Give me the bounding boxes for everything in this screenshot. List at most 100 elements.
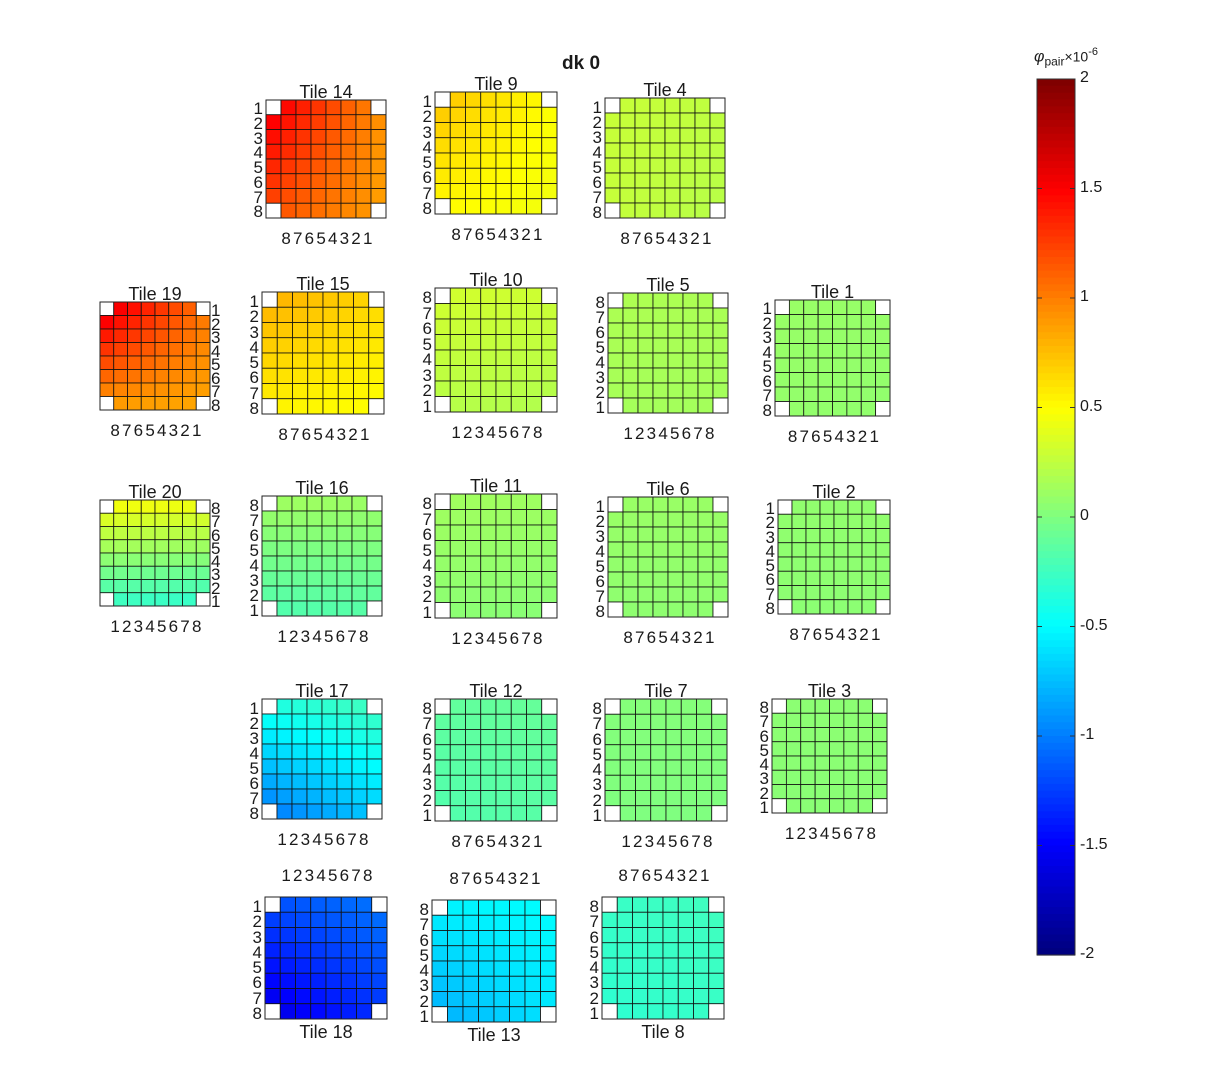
pixel-cell [356, 896, 373, 913]
tile-title: Tile 11 [469, 476, 523, 496]
tile-x-tick-labels: 87654321 [618, 866, 712, 885]
pixel-cell [370, 143, 387, 160]
pixel-cell [140, 342, 156, 357]
pixel-cell [697, 556, 714, 573]
tile-11-grid [434, 493, 558, 619]
pixel-cell [696, 744, 713, 761]
pixel-cell [465, 790, 482, 807]
pixel-cell [872, 769, 888, 785]
pixel-cell [182, 499, 197, 514]
pixel-cell [526, 540, 543, 557]
pixel-cell [276, 555, 293, 572]
pixel-cell [785, 712, 802, 728]
tile-border [774, 299, 891, 417]
pixel-cell [370, 173, 387, 189]
tile-20-grid [99, 499, 211, 607]
pixel-cell [682, 526, 699, 543]
colorbar-segment [1037, 777, 1075, 785]
pixel-cell [449, 493, 466, 510]
pixel-cell [310, 942, 327, 959]
pixel-cell [509, 945, 526, 962]
pixel-cell [697, 367, 714, 384]
pixel-cell [340, 896, 357, 913]
pixel-cell [616, 927, 633, 944]
pixel-cell [833, 556, 849, 572]
pixel-cell [541, 183, 558, 200]
pixel-cell [366, 728, 383, 745]
pixel-cell [478, 975, 495, 992]
pixel-cell [340, 988, 357, 1005]
pixel-cell [777, 542, 793, 558]
pixel-cell [510, 303, 527, 320]
pixel-cell [817, 343, 833, 359]
pixel-cell [321, 570, 338, 587]
pixel-cell [696, 729, 713, 746]
pixel-cell [637, 367, 654, 384]
colorbar-segment [1037, 530, 1075, 539]
pixel-cell [711, 790, 728, 807]
pixel-cell [306, 743, 323, 760]
pixel-cell [667, 382, 684, 399]
pixel-cell [355, 188, 372, 204]
pixel-cell [622, 511, 639, 528]
pixel-cell [680, 744, 697, 761]
pixel-cell [637, 541, 654, 558]
empty-pixel [601, 1003, 618, 1020]
pixel-cell [292, 306, 309, 323]
pixel-cell [356, 927, 373, 944]
pixel-cell [465, 729, 482, 746]
pixel-cell [322, 352, 339, 369]
pixel-cell [493, 975, 510, 992]
colorbar-segment [1037, 913, 1075, 922]
pixel-cell [306, 728, 323, 745]
pixel-cell [99, 328, 115, 343]
pixel-cell [495, 380, 512, 397]
colorbar-segment [1037, 852, 1075, 860]
pixel-cell [846, 401, 862, 417]
pixel-cell [434, 759, 451, 776]
colorbar-segment [1037, 298, 1075, 306]
colorbar-segment [1037, 448, 1075, 457]
pixel-cell [127, 552, 142, 567]
colorbar-segment [1037, 804, 1075, 812]
pixel-cell [449, 106, 466, 123]
pixel-cell [509, 960, 526, 977]
pixel-cell [261, 713, 278, 730]
pixel-cell [622, 601, 639, 618]
pixel-cell [694, 127, 711, 144]
pixel-cell [680, 729, 697, 746]
pixel-cell [449, 287, 466, 304]
colorbar-segment [1037, 824, 1075, 833]
pixel-cell [336, 758, 353, 775]
pixel-cell [261, 728, 278, 745]
pixel-cell [351, 555, 368, 572]
colorbar-segment [1037, 612, 1075, 621]
pixel-cell [276, 713, 293, 730]
empty-pixel [434, 91, 451, 108]
pixel-cell [771, 769, 787, 785]
pixel-cell [524, 960, 541, 977]
empty-pixel [366, 698, 383, 715]
pixel-cell [140, 369, 156, 384]
colorbar-segment [1037, 872, 1075, 881]
tile-border [777, 499, 891, 615]
pixel-cell [697, 571, 714, 588]
pixel-cell [371, 988, 388, 1005]
tile-18-grid [264, 896, 388, 1020]
pixel-cell [604, 744, 621, 761]
pixel-cell [814, 798, 830, 814]
pixel-cell [541, 152, 558, 169]
pixel-cell [340, 942, 357, 959]
pixel-cell [803, 328, 819, 344]
colorbar-segment [1037, 489, 1075, 498]
pixel-cell [632, 972, 649, 989]
empty-pixel [434, 198, 451, 215]
pixel-cell [712, 586, 729, 603]
pixel-cell [366, 540, 383, 557]
pixel-cell [800, 798, 816, 814]
pixel-cell [371, 927, 388, 944]
pixel-cell [632, 957, 649, 974]
pixel-cell [127, 592, 142, 607]
pixel-cell [875, 343, 891, 359]
